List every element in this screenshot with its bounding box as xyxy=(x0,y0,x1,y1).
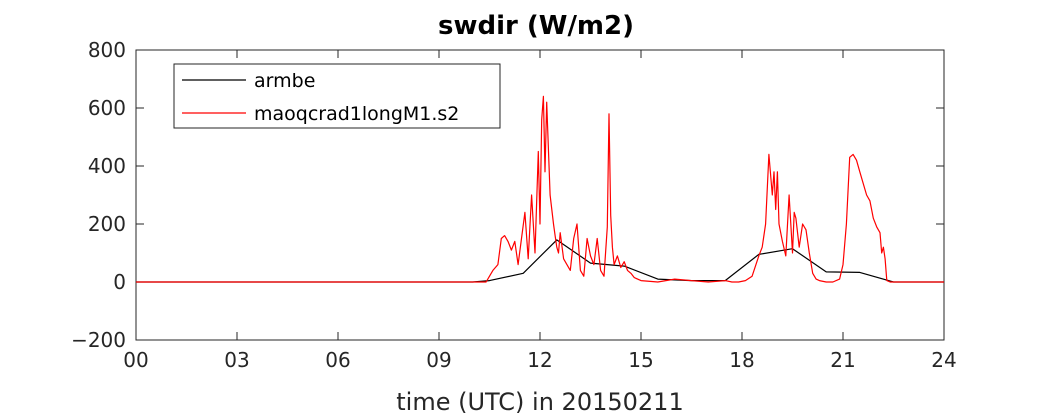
x-tick-label: 12 xyxy=(527,348,552,372)
legend-label-maoqcrad1longM1: maoqcrad1longM1.s2 xyxy=(254,103,459,125)
x-tick-label: 21 xyxy=(830,348,855,372)
y-tick-label: 0 xyxy=(113,270,126,294)
legend-label-armbe: armbe xyxy=(254,70,315,92)
y-tick-label: −200 xyxy=(71,328,126,352)
legend-box xyxy=(173,63,501,129)
x-tick-label: 00 xyxy=(123,348,148,372)
legend: armbe maoqcrad1longM1.s2 xyxy=(173,63,501,129)
x-tick-label: 24 xyxy=(931,348,956,372)
y-tick-label: 800 xyxy=(88,38,126,62)
x-axis-label: time (UTC) in 20150211 xyxy=(396,388,683,416)
y-tick-label: 200 xyxy=(88,212,126,236)
x-tick-label: 18 xyxy=(729,348,754,372)
y-axis-ticks: −200 0 200 400 600 800 xyxy=(71,38,944,352)
series-lines xyxy=(136,95,944,283)
y-tick-label: 400 xyxy=(88,154,126,178)
y-tick-label: 600 xyxy=(88,96,126,120)
chart-title: swdir (W/m2) xyxy=(438,11,634,41)
x-tick-label: 09 xyxy=(426,348,451,372)
x-tick-label: 06 xyxy=(325,348,350,372)
x-tick-label: 15 xyxy=(628,348,653,372)
series-line-1 xyxy=(136,95,944,283)
x-axis-ticks: 00 03 06 09 12 15 18 21 24 xyxy=(123,50,957,372)
x-tick-label: 03 xyxy=(224,348,249,372)
